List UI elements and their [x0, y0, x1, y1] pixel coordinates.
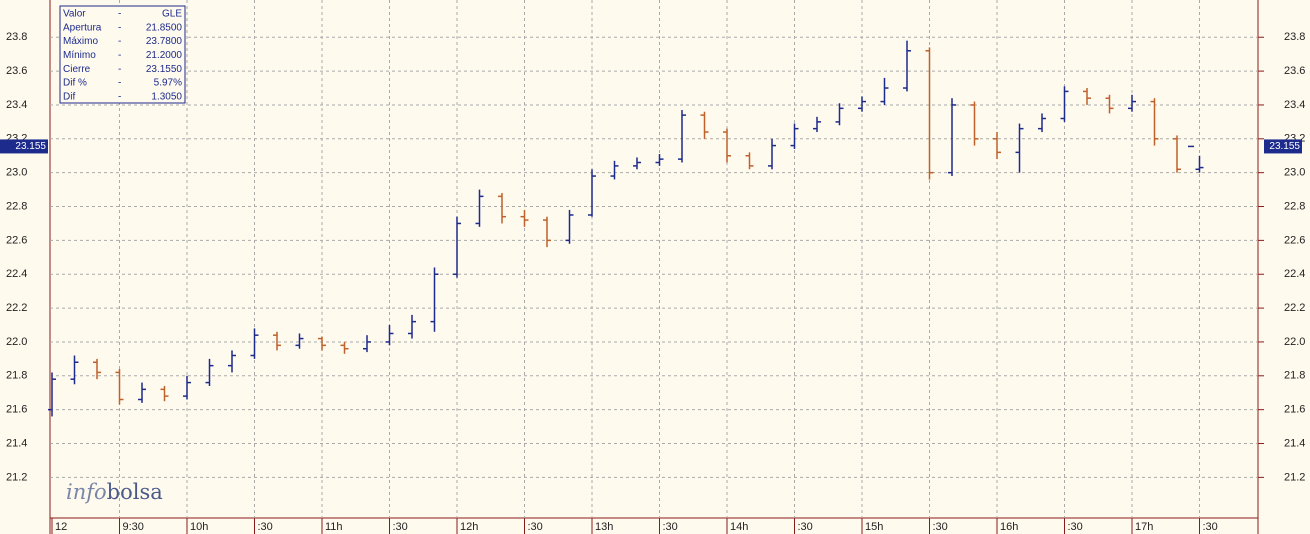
info-box	[59, 5, 186, 104]
info-value: 21.8500	[146, 22, 183, 33]
x-tick-label: :30	[258, 521, 273, 533]
x-tick-label: 14h	[730, 521, 748, 533]
logo-part: info	[66, 480, 107, 504]
x-tick-label: :30	[933, 521, 948, 533]
x-tick-label: 10h	[190, 521, 208, 533]
y-tick-label: 23.6	[6, 65, 27, 77]
info-label: Cierre	[63, 64, 91, 75]
info-label: Dif	[63, 91, 75, 102]
x-tick-label: 12h	[460, 521, 478, 533]
x-tick-label: :30	[663, 521, 678, 533]
info-value: 21.2000	[146, 50, 183, 61]
y-tick-label: 22.8	[1284, 200, 1305, 212]
x-tick-label: :30	[393, 521, 408, 533]
x-tick-label: :30	[1068, 521, 1083, 533]
x-tick-label: 17h	[1135, 521, 1153, 533]
y-tick-label: 22.6	[1284, 234, 1305, 246]
y-tick-label: 21.6	[6, 404, 27, 416]
y-tick-label: 21.4	[6, 437, 27, 449]
y-tick-label: 23.8	[1284, 31, 1305, 43]
info-value: 23.7800	[146, 36, 183, 47]
y-tick-label: 22.8	[6, 200, 27, 212]
y-tick-label: 21.2	[1284, 471, 1305, 483]
logo: infobolsa	[66, 480, 163, 504]
y-tick-label: 21.4	[1284, 437, 1305, 449]
x-tick-label: 13h	[595, 521, 613, 533]
y-tick-label: 21.6	[1284, 404, 1305, 416]
x-tick-label: 9:30	[123, 521, 144, 533]
y-tick-label: 23.6	[1284, 65, 1305, 77]
info-value: 5.97%	[154, 78, 182, 89]
price-tag	[1264, 139, 1302, 154]
y-tick-label: 23.4	[1284, 99, 1305, 111]
info-value: 1.3050	[151, 91, 182, 102]
info-dash: -	[118, 50, 121, 61]
x-tick-label: :30	[528, 521, 543, 533]
y-tick-label: 22.0	[6, 336, 27, 348]
info-label: Máximo	[63, 36, 98, 47]
info-dash: -	[118, 91, 121, 102]
x-tick-label: 11h	[325, 521, 343, 533]
info-dash: -	[118, 9, 121, 20]
x-tick-label: 12	[55, 521, 67, 533]
x-tick-label: 15h	[865, 521, 883, 533]
y-tick-label: 22.2	[6, 302, 27, 314]
y-tick-label: 21.2	[6, 471, 27, 483]
y-tick-label: 21.8	[6, 370, 27, 382]
info-label: Dif %	[63, 78, 87, 89]
y-tick-label: 22.2	[1284, 302, 1305, 314]
x-tick-label: 16h	[1000, 521, 1018, 533]
x-tick-label: :30	[1203, 521, 1218, 533]
y-tick-label: 23.0	[6, 167, 27, 179]
info-dash: -	[118, 78, 121, 89]
price-tag-label: 23.155	[1269, 141, 1300, 152]
info-dash: -	[118, 36, 121, 47]
y-tick-label: 21.8	[1284, 370, 1305, 382]
info-value: 23.1550	[146, 64, 183, 75]
info-label: Valor	[63, 9, 86, 20]
info-label: Mínimo	[63, 50, 96, 61]
price-tag	[0, 139, 48, 154]
x-tick-label: :30	[798, 521, 813, 533]
info-dash: -	[118, 64, 121, 75]
y-tick-label: 23.4	[6, 99, 27, 111]
info-label: Apertura	[63, 22, 102, 33]
y-tick-label: 23.0	[1284, 167, 1305, 179]
logo-part: bolsa	[107, 480, 163, 504]
y-tick-label: 22.4	[6, 268, 27, 280]
y-tick-label: 22.4	[1284, 268, 1305, 280]
y-tick-label: 22.0	[1284, 336, 1305, 348]
y-tick-label: 22.6	[6, 234, 27, 246]
y-tick-label: 23.8	[6, 31, 27, 43]
info-dash: -	[118, 22, 121, 33]
price-tag-label: 23.155	[15, 141, 46, 152]
info-value: GLE	[162, 9, 182, 20]
